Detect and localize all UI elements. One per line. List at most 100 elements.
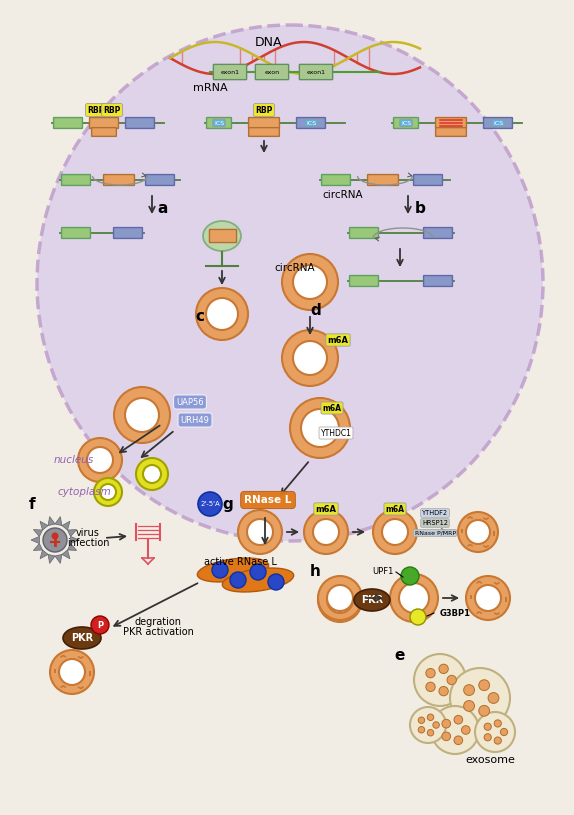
Circle shape	[196, 288, 248, 340]
Text: YTHDF2: YTHDF2	[422, 510, 448, 516]
FancyBboxPatch shape	[424, 227, 452, 239]
Circle shape	[399, 583, 429, 613]
Text: YTHDC1: YTHDC1	[320, 429, 351, 438]
Text: c: c	[196, 309, 204, 324]
Circle shape	[466, 520, 490, 544]
Circle shape	[293, 341, 327, 375]
Text: g: g	[223, 496, 234, 512]
Text: PKR: PKR	[71, 633, 93, 643]
Circle shape	[439, 664, 448, 673]
FancyBboxPatch shape	[297, 117, 325, 129]
FancyBboxPatch shape	[350, 275, 378, 286]
Polygon shape	[48, 517, 55, 526]
Circle shape	[198, 492, 222, 516]
FancyBboxPatch shape	[436, 128, 466, 136]
Circle shape	[494, 720, 501, 727]
Text: h: h	[310, 565, 321, 579]
Ellipse shape	[197, 558, 269, 582]
Circle shape	[125, 398, 159, 432]
Text: ICS: ICS	[401, 121, 411, 126]
Circle shape	[230, 572, 246, 588]
Circle shape	[418, 726, 425, 733]
Circle shape	[464, 701, 475, 711]
Circle shape	[458, 512, 498, 552]
Text: URH49: URH49	[181, 416, 210, 425]
Text: RBP: RBP	[87, 105, 104, 114]
Circle shape	[433, 722, 439, 729]
FancyBboxPatch shape	[483, 117, 513, 129]
Circle shape	[479, 706, 490, 716]
FancyBboxPatch shape	[321, 174, 351, 186]
Text: P: P	[97, 620, 103, 629]
FancyBboxPatch shape	[61, 227, 91, 239]
Circle shape	[410, 609, 426, 625]
Circle shape	[431, 706, 479, 754]
Circle shape	[442, 732, 451, 741]
Circle shape	[414, 654, 466, 706]
Ellipse shape	[354, 589, 390, 611]
FancyBboxPatch shape	[424, 275, 452, 286]
Polygon shape	[55, 554, 62, 563]
Text: PKR: PKR	[361, 595, 383, 605]
FancyBboxPatch shape	[249, 117, 280, 129]
Text: exon1: exon1	[220, 69, 239, 74]
Text: ICS: ICS	[493, 121, 503, 126]
Text: G3BP1: G3BP1	[440, 609, 471, 618]
Polygon shape	[40, 550, 48, 559]
FancyBboxPatch shape	[436, 117, 467, 129]
Circle shape	[427, 729, 434, 736]
Text: virus: virus	[76, 528, 100, 538]
Circle shape	[136, 458, 168, 490]
Polygon shape	[40, 522, 48, 530]
Circle shape	[466, 576, 510, 620]
Text: active RNase L: active RNase L	[204, 557, 277, 567]
Polygon shape	[55, 517, 62, 526]
FancyBboxPatch shape	[255, 64, 289, 80]
Text: RNase L: RNase L	[245, 495, 292, 505]
Text: circRNA: circRNA	[275, 263, 315, 273]
Text: RBP: RBP	[255, 105, 273, 114]
Polygon shape	[48, 554, 55, 563]
Circle shape	[479, 680, 490, 690]
FancyBboxPatch shape	[249, 128, 280, 136]
Circle shape	[318, 578, 362, 622]
FancyBboxPatch shape	[103, 174, 134, 186]
Circle shape	[247, 519, 273, 545]
FancyBboxPatch shape	[394, 117, 418, 129]
Polygon shape	[68, 530, 76, 536]
Text: DNA: DNA	[254, 36, 282, 49]
Circle shape	[426, 668, 435, 678]
Circle shape	[301, 409, 339, 447]
Circle shape	[313, 519, 339, 545]
Text: nucleus: nucleus	[54, 455, 94, 465]
Text: exon: exon	[265, 69, 280, 74]
Text: ICS: ICS	[214, 121, 224, 126]
Circle shape	[464, 685, 475, 695]
Circle shape	[450, 668, 510, 728]
Polygon shape	[62, 550, 70, 559]
Ellipse shape	[63, 627, 101, 649]
Circle shape	[442, 720, 451, 728]
FancyBboxPatch shape	[61, 174, 91, 186]
Polygon shape	[71, 536, 79, 544]
Circle shape	[206, 298, 238, 330]
Circle shape	[418, 717, 425, 724]
Circle shape	[488, 693, 499, 703]
Text: a: a	[158, 200, 168, 215]
Text: b: b	[414, 200, 425, 215]
Text: f: f	[29, 496, 36, 512]
Circle shape	[484, 734, 491, 741]
Text: circRNA: circRNA	[322, 190, 363, 200]
Circle shape	[461, 725, 470, 734]
Circle shape	[282, 330, 338, 386]
Circle shape	[410, 707, 446, 743]
Circle shape	[114, 387, 170, 443]
Text: mRNA: mRNA	[193, 83, 227, 93]
Text: m6A: m6A	[316, 504, 336, 513]
Text: HRSP12: HRSP12	[422, 520, 448, 526]
Text: m6A: m6A	[323, 403, 342, 412]
Ellipse shape	[203, 221, 241, 251]
Circle shape	[373, 510, 417, 554]
Text: RBP: RBP	[103, 105, 121, 114]
FancyBboxPatch shape	[53, 117, 83, 129]
